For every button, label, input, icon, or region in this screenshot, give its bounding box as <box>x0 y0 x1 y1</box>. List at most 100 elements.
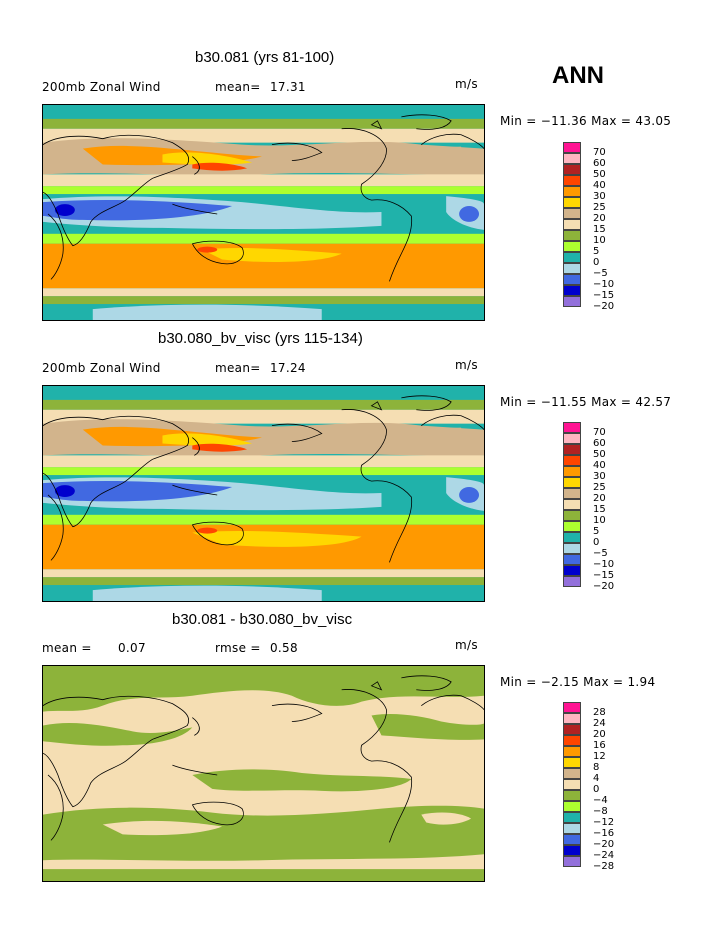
legend-swatch <box>563 543 581 554</box>
atlantic-blue <box>459 487 480 503</box>
band-lime-south <box>43 233 484 244</box>
coastline-outlines <box>43 675 484 843</box>
antarctic-ltblue <box>92 585 322 601</box>
legend-label: 50 <box>593 449 606 460</box>
diff-green-asia <box>43 722 193 746</box>
legend-label: 20 <box>593 213 606 224</box>
legend-label: −5 <box>593 268 608 279</box>
band-lime-mid <box>43 186 484 195</box>
panel3-map <box>42 665 485 882</box>
panel3-minmax: Min = −2.15 Max = 1.94 <box>500 675 656 689</box>
legend-swatch <box>563 455 581 466</box>
panel1-title: b30.081 (yrs 81-100) <box>195 49 335 66</box>
panel1-field-label: 200mb Zonal Wind <box>42 80 161 94</box>
panel1-mean-value: 17.31 <box>270 80 306 94</box>
band-green-south <box>43 577 484 586</box>
legend-swatch <box>563 186 581 197</box>
legend-label: −4 <box>593 795 608 806</box>
legend-swatch <box>563 768 581 779</box>
legend-label: −10 <box>593 559 615 570</box>
legend-label: −28 <box>593 861 615 872</box>
legend-swatch <box>563 263 581 274</box>
band-wheat-mid <box>43 455 484 468</box>
panel3-contour-svg <box>43 666 484 881</box>
antarctic-ltblue <box>92 304 322 320</box>
panel2-field-label: 200mb Zonal Wind <box>42 361 161 375</box>
panel1-minmax: Min = −11.36 Max = 43.05 <box>500 114 672 128</box>
legend-swatch <box>563 466 581 477</box>
legend-swatch <box>563 197 581 208</box>
panel2-units: m/s <box>455 358 478 372</box>
band-wheat-south <box>43 288 484 297</box>
diff-wheat-south-patch <box>421 812 472 825</box>
legend-swatch <box>563 433 581 444</box>
legend-swatch <box>563 219 581 230</box>
atlantic-blue <box>459 206 480 222</box>
legend-label: −15 <box>593 570 615 581</box>
legend-label: 12 <box>593 751 606 762</box>
legend-swatch <box>563 565 581 576</box>
legend-label: 8 <box>593 762 600 773</box>
south-yellow <box>192 530 362 547</box>
tropics-navy <box>54 204 75 216</box>
panel1-contour-svg <box>43 105 484 320</box>
legend-swatch <box>563 532 581 543</box>
diff-green-pacific <box>192 769 412 792</box>
legend-swatch <box>563 845 581 856</box>
legend-swatch <box>563 477 581 488</box>
band-green-north <box>43 118 484 129</box>
legend-swatch <box>563 812 581 823</box>
jet-core-red <box>192 443 248 452</box>
legend-label: −8 <box>593 806 608 817</box>
legend-swatch <box>563 757 581 768</box>
legend-label: 20 <box>593 729 606 740</box>
legend-label: 16 <box>593 740 606 751</box>
legend-label: 28 <box>593 707 606 718</box>
legend-label: 40 <box>593 180 606 191</box>
jet-core-yellow <box>162 433 253 446</box>
legend-label: 60 <box>593 438 606 449</box>
legend-label: 10 <box>593 515 606 526</box>
panel1-mean-label: mean= <box>215 80 261 94</box>
legend-swatch <box>563 274 581 285</box>
legend-swatch <box>563 834 581 845</box>
legend-swatch <box>563 241 581 252</box>
south-yellow <box>202 248 342 263</box>
panel3-rmse-label: rmse = <box>215 641 261 655</box>
tropics-navy <box>54 485 75 497</box>
diff-green-south <box>43 805 484 861</box>
panel2-title: b30.080_bv_visc (yrs 115-134) <box>158 330 363 347</box>
legend-label: −15 <box>593 290 615 301</box>
legend-swatch <box>563 164 581 175</box>
legend-label: −12 <box>593 817 615 828</box>
legend-label: −24 <box>593 850 615 861</box>
panel3-legend: 28 24 20 16 12 8 4 0 −4 −8 −12 −16 −20 −… <box>563 702 629 882</box>
legend-swatch <box>563 702 581 713</box>
panel2-contour-svg <box>43 386 484 601</box>
legend-swatch <box>563 856 581 867</box>
panel2-minmax: Min = −11.55 Max = 42.57 <box>500 395 672 409</box>
legend-label: 20 <box>593 493 606 504</box>
band-wheat-south <box>43 569 484 578</box>
legend-label: 15 <box>593 224 606 235</box>
legend-swatch <box>563 779 581 790</box>
panel1-units: m/s <box>455 77 478 91</box>
legend-label: −16 <box>593 828 615 839</box>
panel3-units: m/s <box>455 638 478 652</box>
band-wheat-mid <box>43 174 484 187</box>
legend-label: 0 <box>593 537 600 548</box>
legend-swatch <box>563 735 581 746</box>
legend-swatch <box>563 153 581 164</box>
diff-wheat-south-island <box>102 820 223 836</box>
atlantic-jet-tan <box>321 425 462 451</box>
legend-label: 10 <box>593 235 606 246</box>
legend-label: −5 <box>593 548 608 559</box>
legend-label: 70 <box>593 427 606 438</box>
coastline-outlines <box>43 395 484 563</box>
legend-swatch <box>563 175 581 186</box>
legend-swatch <box>563 208 581 219</box>
legend-swatch <box>563 790 581 801</box>
diff-green-antarctic <box>43 869 484 881</box>
coastline-outlines <box>43 114 484 282</box>
legend-label: −20 <box>593 581 615 592</box>
